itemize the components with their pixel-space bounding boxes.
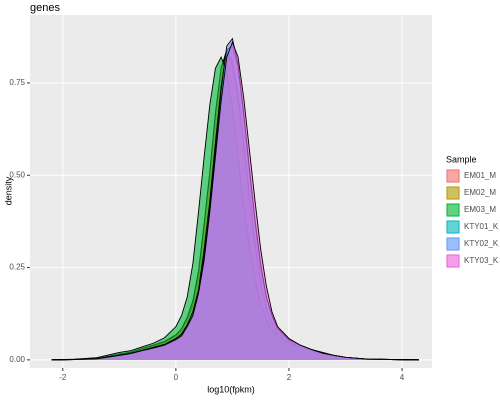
x-tick-label: 2 [287,373,292,382]
legend-swatch [446,237,460,251]
density-fill [51,42,420,360]
legend-label: EM02_M [464,188,496,197]
y-axis-label: density [3,176,13,205]
legend-swatch [446,254,460,268]
legend-label: EM03_M [464,205,496,214]
density-line [51,41,420,361]
y-tick-label: 0.00 [9,355,25,364]
legend-label: EM01_M [464,171,496,180]
legend-label: KTY01_K [464,222,499,231]
legend-label: KTY02_K [464,239,499,248]
legend-label: KTY03_K [464,256,499,265]
y-tick-label: 0.75 [9,78,25,87]
legend-swatch [446,186,460,200]
y-tick-label: 0.50 [9,170,25,179]
legend-swatch [446,220,460,234]
legend-title: Sample [446,154,477,164]
x-tick-label: -2 [59,373,67,382]
legend-swatch [446,169,460,183]
x-axis-label: log10(fpkm) [207,384,255,394]
x-tick-label: 0 [174,373,179,382]
x-tick-label: 4 [400,373,405,382]
chart-title: genes [30,2,60,14]
legend-swatch [446,203,460,217]
y-tick-label: 0.25 [9,263,25,272]
